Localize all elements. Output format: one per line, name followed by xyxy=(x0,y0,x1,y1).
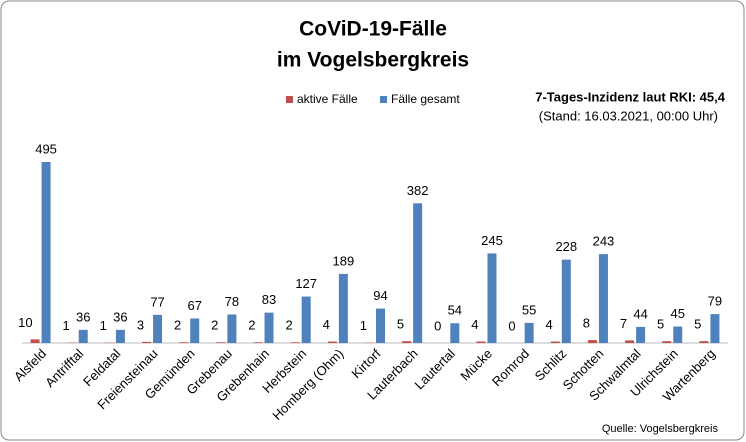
bar xyxy=(327,341,337,343)
data-label: 8 xyxy=(583,316,590,331)
bar xyxy=(699,341,709,343)
bar xyxy=(153,314,163,343)
data-label: 1 xyxy=(63,318,70,333)
data-label: 3 xyxy=(137,317,144,332)
bar xyxy=(179,342,189,343)
bar xyxy=(41,162,51,343)
bar xyxy=(115,329,125,343)
data-label: 243 xyxy=(593,234,615,249)
data-label: 127 xyxy=(295,276,317,291)
bar xyxy=(30,339,40,343)
bar xyxy=(264,312,274,343)
bar xyxy=(476,341,486,343)
bar xyxy=(598,254,608,343)
data-label: 495 xyxy=(35,141,57,156)
bar xyxy=(662,341,672,343)
bar xyxy=(301,296,311,343)
legend-swatch xyxy=(286,96,293,103)
data-label: 382 xyxy=(407,183,429,198)
bar xyxy=(487,253,497,343)
bar xyxy=(587,340,597,343)
data-label: 45 xyxy=(671,306,685,321)
data-label: 189 xyxy=(332,253,354,268)
data-label: 36 xyxy=(76,309,90,324)
data-label: 2 xyxy=(174,318,181,333)
bar xyxy=(625,340,635,343)
data-label: 36 xyxy=(113,309,127,324)
data-label: 7 xyxy=(620,316,627,331)
data-label: 67 xyxy=(187,298,201,313)
bar xyxy=(524,322,534,343)
chart-title: CoViD-19-Fälle xyxy=(299,18,447,41)
bar xyxy=(636,326,646,343)
data-label: 54 xyxy=(448,303,462,318)
bar xyxy=(290,342,300,343)
data-label: 78 xyxy=(225,294,239,309)
legend-label: aktive Fälle xyxy=(297,92,358,106)
data-label: 83 xyxy=(262,292,276,307)
bar xyxy=(402,341,412,343)
annotation: (Stand: 16.03.2021, 00:00 Uhr) xyxy=(539,108,718,123)
data-label: 55 xyxy=(522,302,536,317)
bar xyxy=(253,342,263,343)
data-label: 79 xyxy=(708,294,722,309)
data-label: 94 xyxy=(373,288,387,303)
data-label: 5 xyxy=(397,317,404,332)
data-label: 1 xyxy=(100,318,107,333)
data-label: 245 xyxy=(481,233,503,248)
bar xyxy=(216,342,226,343)
data-label: 228 xyxy=(555,239,577,254)
data-label: 2 xyxy=(285,318,292,333)
data-label: 44 xyxy=(633,306,647,321)
data-label: 0 xyxy=(434,318,441,333)
bar xyxy=(413,203,423,343)
data-label: 77 xyxy=(150,294,164,309)
bar xyxy=(190,318,200,343)
data-label: 5 xyxy=(694,317,701,332)
data-label: 4 xyxy=(323,317,330,332)
data-label: 2 xyxy=(248,318,255,333)
legend-swatch xyxy=(380,96,387,103)
bar xyxy=(142,341,152,343)
bar xyxy=(227,314,237,343)
data-label: 2 xyxy=(211,318,218,333)
bar xyxy=(338,273,348,343)
bar xyxy=(376,308,385,343)
data-label: 0 xyxy=(508,318,515,333)
bar xyxy=(550,341,560,343)
source: Quelle: Vogelsbergkreis xyxy=(602,423,719,435)
bar xyxy=(561,259,571,343)
data-label: 5 xyxy=(657,317,664,332)
legend-label: Fälle gesamt xyxy=(391,92,460,106)
data-label: 4 xyxy=(471,317,478,332)
data-label: 4 xyxy=(546,317,553,332)
bar xyxy=(710,314,720,343)
bar xyxy=(78,329,88,343)
bar xyxy=(673,326,683,343)
data-label: 1 xyxy=(360,318,367,333)
data-label: 10 xyxy=(18,315,32,330)
chart-title: im Vogelsbergkreis xyxy=(277,49,469,72)
bar xyxy=(450,323,460,343)
annotation: 7-Tages-Inzidenz laut RKI: 45,4 xyxy=(535,89,726,104)
